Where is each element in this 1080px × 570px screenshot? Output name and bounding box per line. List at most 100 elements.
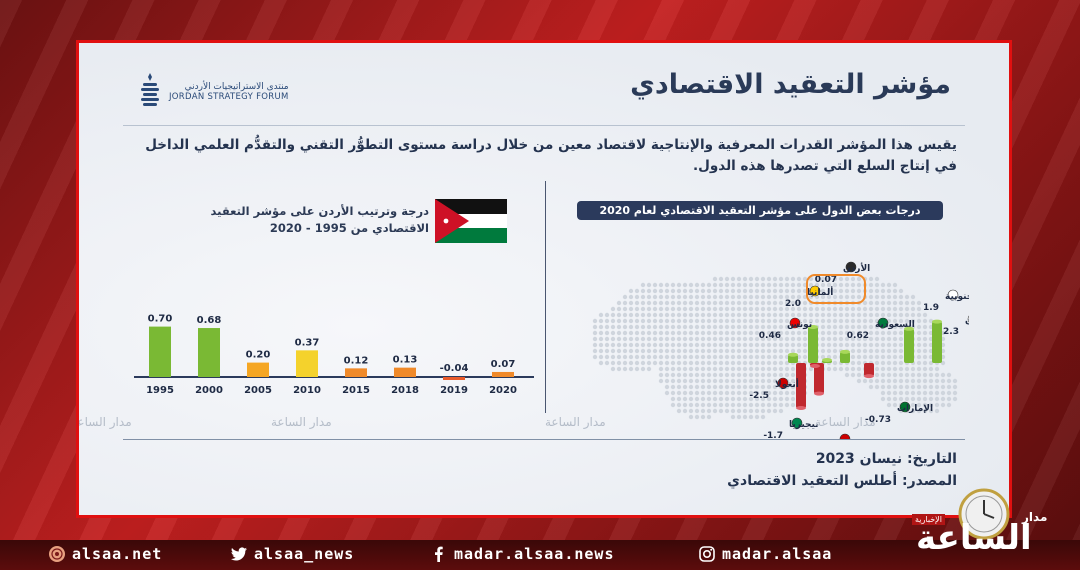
country-bar xyxy=(864,363,874,377)
bar-value-label: 0.07 xyxy=(491,359,516,370)
x-tick-label: 2010 xyxy=(293,385,321,396)
bar-value-label: 0.68 xyxy=(197,315,222,326)
bar-2018 xyxy=(394,367,416,377)
country-name-label: اليابان xyxy=(965,316,969,326)
country-value-label: 0.46 xyxy=(759,331,781,341)
country-flag-icon xyxy=(947,289,959,301)
footer-instagram[interactable]: madar.alsaa xyxy=(698,545,832,563)
country-bar-cap xyxy=(814,391,824,396)
bar-2015 xyxy=(345,368,367,377)
country-value-label: -2.5 xyxy=(749,391,769,401)
country-bar xyxy=(788,354,798,363)
footer-twitter[interactable]: alsaa_news xyxy=(230,545,354,563)
date-label: التاريخ: نيسان 2023 xyxy=(815,451,957,467)
logo-arabic-text: منتدى الاستراتيجيات الأردني xyxy=(184,82,289,92)
country-bar-cap xyxy=(796,406,806,410)
instagram-icon xyxy=(699,546,715,562)
vertical-divider xyxy=(545,181,546,413)
country-flag-icon xyxy=(899,401,911,413)
country-bar xyxy=(904,328,914,363)
country-name-label: تونس xyxy=(787,320,812,330)
jsf-logo: منتدى الاستراتيجيات الأردني JORDAN STRAT… xyxy=(137,71,289,113)
country-name-label: السعودية xyxy=(875,320,915,330)
bar-2019 xyxy=(443,377,465,380)
country-value-label: -0.73 xyxy=(865,415,891,425)
x-tick-label: 2015 xyxy=(342,385,370,396)
source-label: المصدر: أطلس التعقيد الاقتصادي xyxy=(727,473,957,489)
country-bar-cap xyxy=(932,319,942,324)
bar-value-label: 0.13 xyxy=(393,355,418,366)
instagram-text: madar.alsaa xyxy=(722,545,833,563)
country-bar xyxy=(814,363,824,394)
bottom-divider xyxy=(123,439,965,440)
country-value-label: 2.0 xyxy=(785,299,801,309)
jordan-flag-icon xyxy=(435,199,507,243)
country-value-label: 0.62 xyxy=(847,331,869,341)
madar-alsaa-logo-icon xyxy=(958,488,1010,540)
country-value-label: 1.9 xyxy=(923,303,939,313)
facebook-text: madar.alsaa.news xyxy=(454,545,615,563)
country-bar xyxy=(796,363,806,408)
description-text: يقيس هذا المؤشر القدرات المعرفية والإنتا… xyxy=(145,137,957,174)
x-tick-label: 2000 xyxy=(195,385,223,396)
country-bar-cap xyxy=(808,325,818,329)
country-name-label: أنغولا xyxy=(775,378,799,390)
country-flag-icon xyxy=(839,433,851,439)
footer-website[interactable]: alsaa.net xyxy=(48,545,162,563)
x-tick-label: 2018 xyxy=(391,385,419,396)
bar-2020 xyxy=(492,371,514,377)
country-bar-cap xyxy=(840,349,850,354)
country-bar xyxy=(808,327,818,363)
country-name-label: كوريا الجنوبية xyxy=(945,292,969,302)
brand-small-text: مدار xyxy=(1022,510,1048,524)
left-chart-subtitle: الاقتصادي من 1995 - 2020 xyxy=(269,221,429,235)
x-tick-label: 2019 xyxy=(440,385,468,396)
country-value-label: 0.07 xyxy=(815,275,837,285)
bar-value-label: 0.20 xyxy=(246,350,271,361)
watermark-2: مدار الساعة xyxy=(545,415,606,429)
twitter-text: alsaa_news xyxy=(254,545,355,563)
country-flag-icon xyxy=(877,317,889,329)
country-flag-icon xyxy=(777,377,789,389)
country-name-label: الإمارات xyxy=(897,404,933,414)
bar-1995 xyxy=(149,326,171,377)
country-bar-cap xyxy=(864,374,874,379)
country-bar-cap xyxy=(822,358,832,362)
bar-2000 xyxy=(198,328,220,377)
country-name-label: نيجيريا xyxy=(789,420,819,430)
country-value-label: 2.3 xyxy=(943,327,959,337)
footer-bar: alsaa.net alsaa_news madar.alsaa.news ma… xyxy=(0,540,1080,570)
jsf-logo-icon xyxy=(141,73,159,106)
country-flag-icon xyxy=(809,285,821,297)
country-name-label: مصر xyxy=(836,436,857,439)
bar-value-label: 0.37 xyxy=(295,337,320,348)
country-bar-cap xyxy=(788,352,798,357)
website-text: alsaa.net xyxy=(72,545,163,563)
bar-value-label: 0.12 xyxy=(344,355,369,366)
brand-tag: الإخبارية xyxy=(912,514,945,525)
x-tick-label: 2020 xyxy=(489,385,517,396)
country-bar xyxy=(932,321,942,363)
jordan-highlight-box xyxy=(806,274,866,304)
jordan-eci-bar-chart: 0.70 1995 0.68 2000 0.20 2005 0.37 2010 0.12 2015… xyxy=(134,314,534,396)
country-bar-cap xyxy=(904,326,914,331)
bar-2005 xyxy=(247,362,269,377)
x-tick-label: 2005 xyxy=(244,385,272,396)
footer-facebook[interactable]: madar.alsaa.news xyxy=(430,545,615,563)
country-flag-icon xyxy=(845,261,857,273)
country-name-label: الأردن xyxy=(843,262,870,274)
bar-2010 xyxy=(296,350,318,377)
twitter-icon xyxy=(231,547,247,561)
header-divider xyxy=(123,125,965,126)
watermark-1: مدار الساعة xyxy=(271,415,332,429)
facebook-icon xyxy=(435,546,443,562)
infographic-card: منتدى الاستراتيجيات الأردني JORDAN STRAT… xyxy=(76,40,1012,518)
country-flag-icon xyxy=(791,417,803,429)
country-bar xyxy=(840,351,850,363)
bar-value-label: 0.70 xyxy=(148,314,173,325)
right-chart-title: درجات بعض الدول على مؤشر التعقيد الاقتصا… xyxy=(577,201,943,220)
country-name-label: ألمانيا xyxy=(807,286,833,298)
logo-english-text: JORDAN STRATEGY FORUM xyxy=(169,92,289,102)
brand-name-text: الساعة xyxy=(916,518,1032,558)
watermark-3: مدار الساعة xyxy=(815,415,876,429)
